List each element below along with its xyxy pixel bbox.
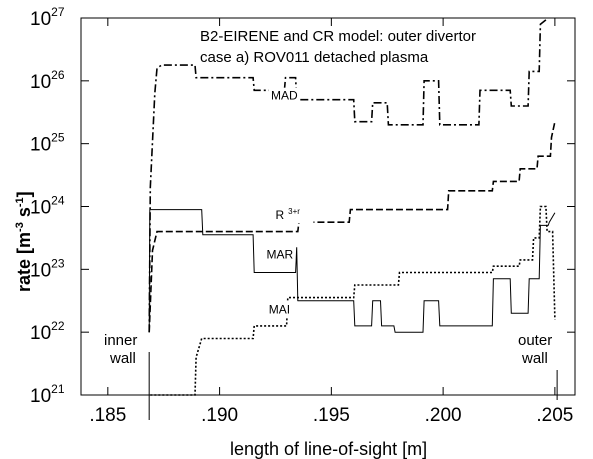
outer-wall-label-line-2: wall — [521, 350, 548, 367]
wall-markers — [148, 352, 558, 420]
series-label-mad: MAD — [271, 89, 298, 103]
x-tick-label: .195 — [313, 405, 350, 426]
y-tick-label: 1027 — [30, 5, 65, 30]
x-tick-label: .205 — [536, 405, 573, 426]
series-label-r: R 3+r — [275, 207, 300, 222]
y-tick-label: 1024 — [30, 194, 65, 219]
inner-wall-label-line-2: wall — [109, 350, 136, 367]
plot-frame — [80, 17, 576, 396]
y-axis-label-base: rate [m — [14, 232, 34, 292]
series-labels: MAD R 3+r MAR MAI — [264, 87, 314, 318]
x-tick-label: .185 — [89, 405, 126, 426]
y-axis-label-end: ] — [14, 191, 34, 197]
y-axis-label-exp2: -1 — [14, 197, 26, 207]
series-label-bg — [264, 246, 296, 263]
series-line-mar — [148, 209, 556, 333]
y-axis-label: rate [m-3 s-1] — [14, 191, 34, 292]
x-tick-label: .190 — [201, 405, 238, 426]
outer-wall-label-line-1: outer — [518, 332, 552, 349]
series-line-r — [148, 121, 556, 333]
annotation-line-2: case a) ROV011 detached plasma — [200, 49, 429, 66]
annotation-line-1: B2-EIRENE and CR model: outer divertor — [200, 28, 476, 45]
inner-wall-label-line-1: inner — [104, 332, 137, 349]
y-tick-label: 1022 — [30, 319, 65, 344]
x-axis-label: length of line-of-sight [m] — [230, 439, 427, 459]
series-line-mad — [148, 17, 549, 333]
y-axis-label-exp1: -3 — [14, 222, 26, 232]
x-tick-labels: .185 .190 .195 .200 .205 — [89, 405, 573, 426]
series-label-mar: MAR — [267, 248, 294, 262]
series-line-mai — [150, 205, 556, 396]
series-label-bg — [273, 207, 314, 224]
x-tick-label: .200 — [425, 405, 462, 426]
series-label-mai: MAI — [269, 302, 290, 316]
y-axis-label-mid: s — [14, 207, 34, 222]
y-tick-labels: 1021 1022 1023 1024 1025 1026 1027 — [30, 5, 65, 407]
y-tick-label: 1025 — [30, 131, 65, 156]
y-tick-label: 1021 — [30, 382, 65, 407]
tick-marks — [81, 17, 575, 396]
series-label-bg — [269, 87, 300, 104]
series-label-bg — [266, 301, 298, 318]
series-layer — [148, 17, 556, 396]
y-tick-label: 1023 — [30, 256, 65, 281]
y-tick-label: 1026 — [30, 68, 65, 93]
